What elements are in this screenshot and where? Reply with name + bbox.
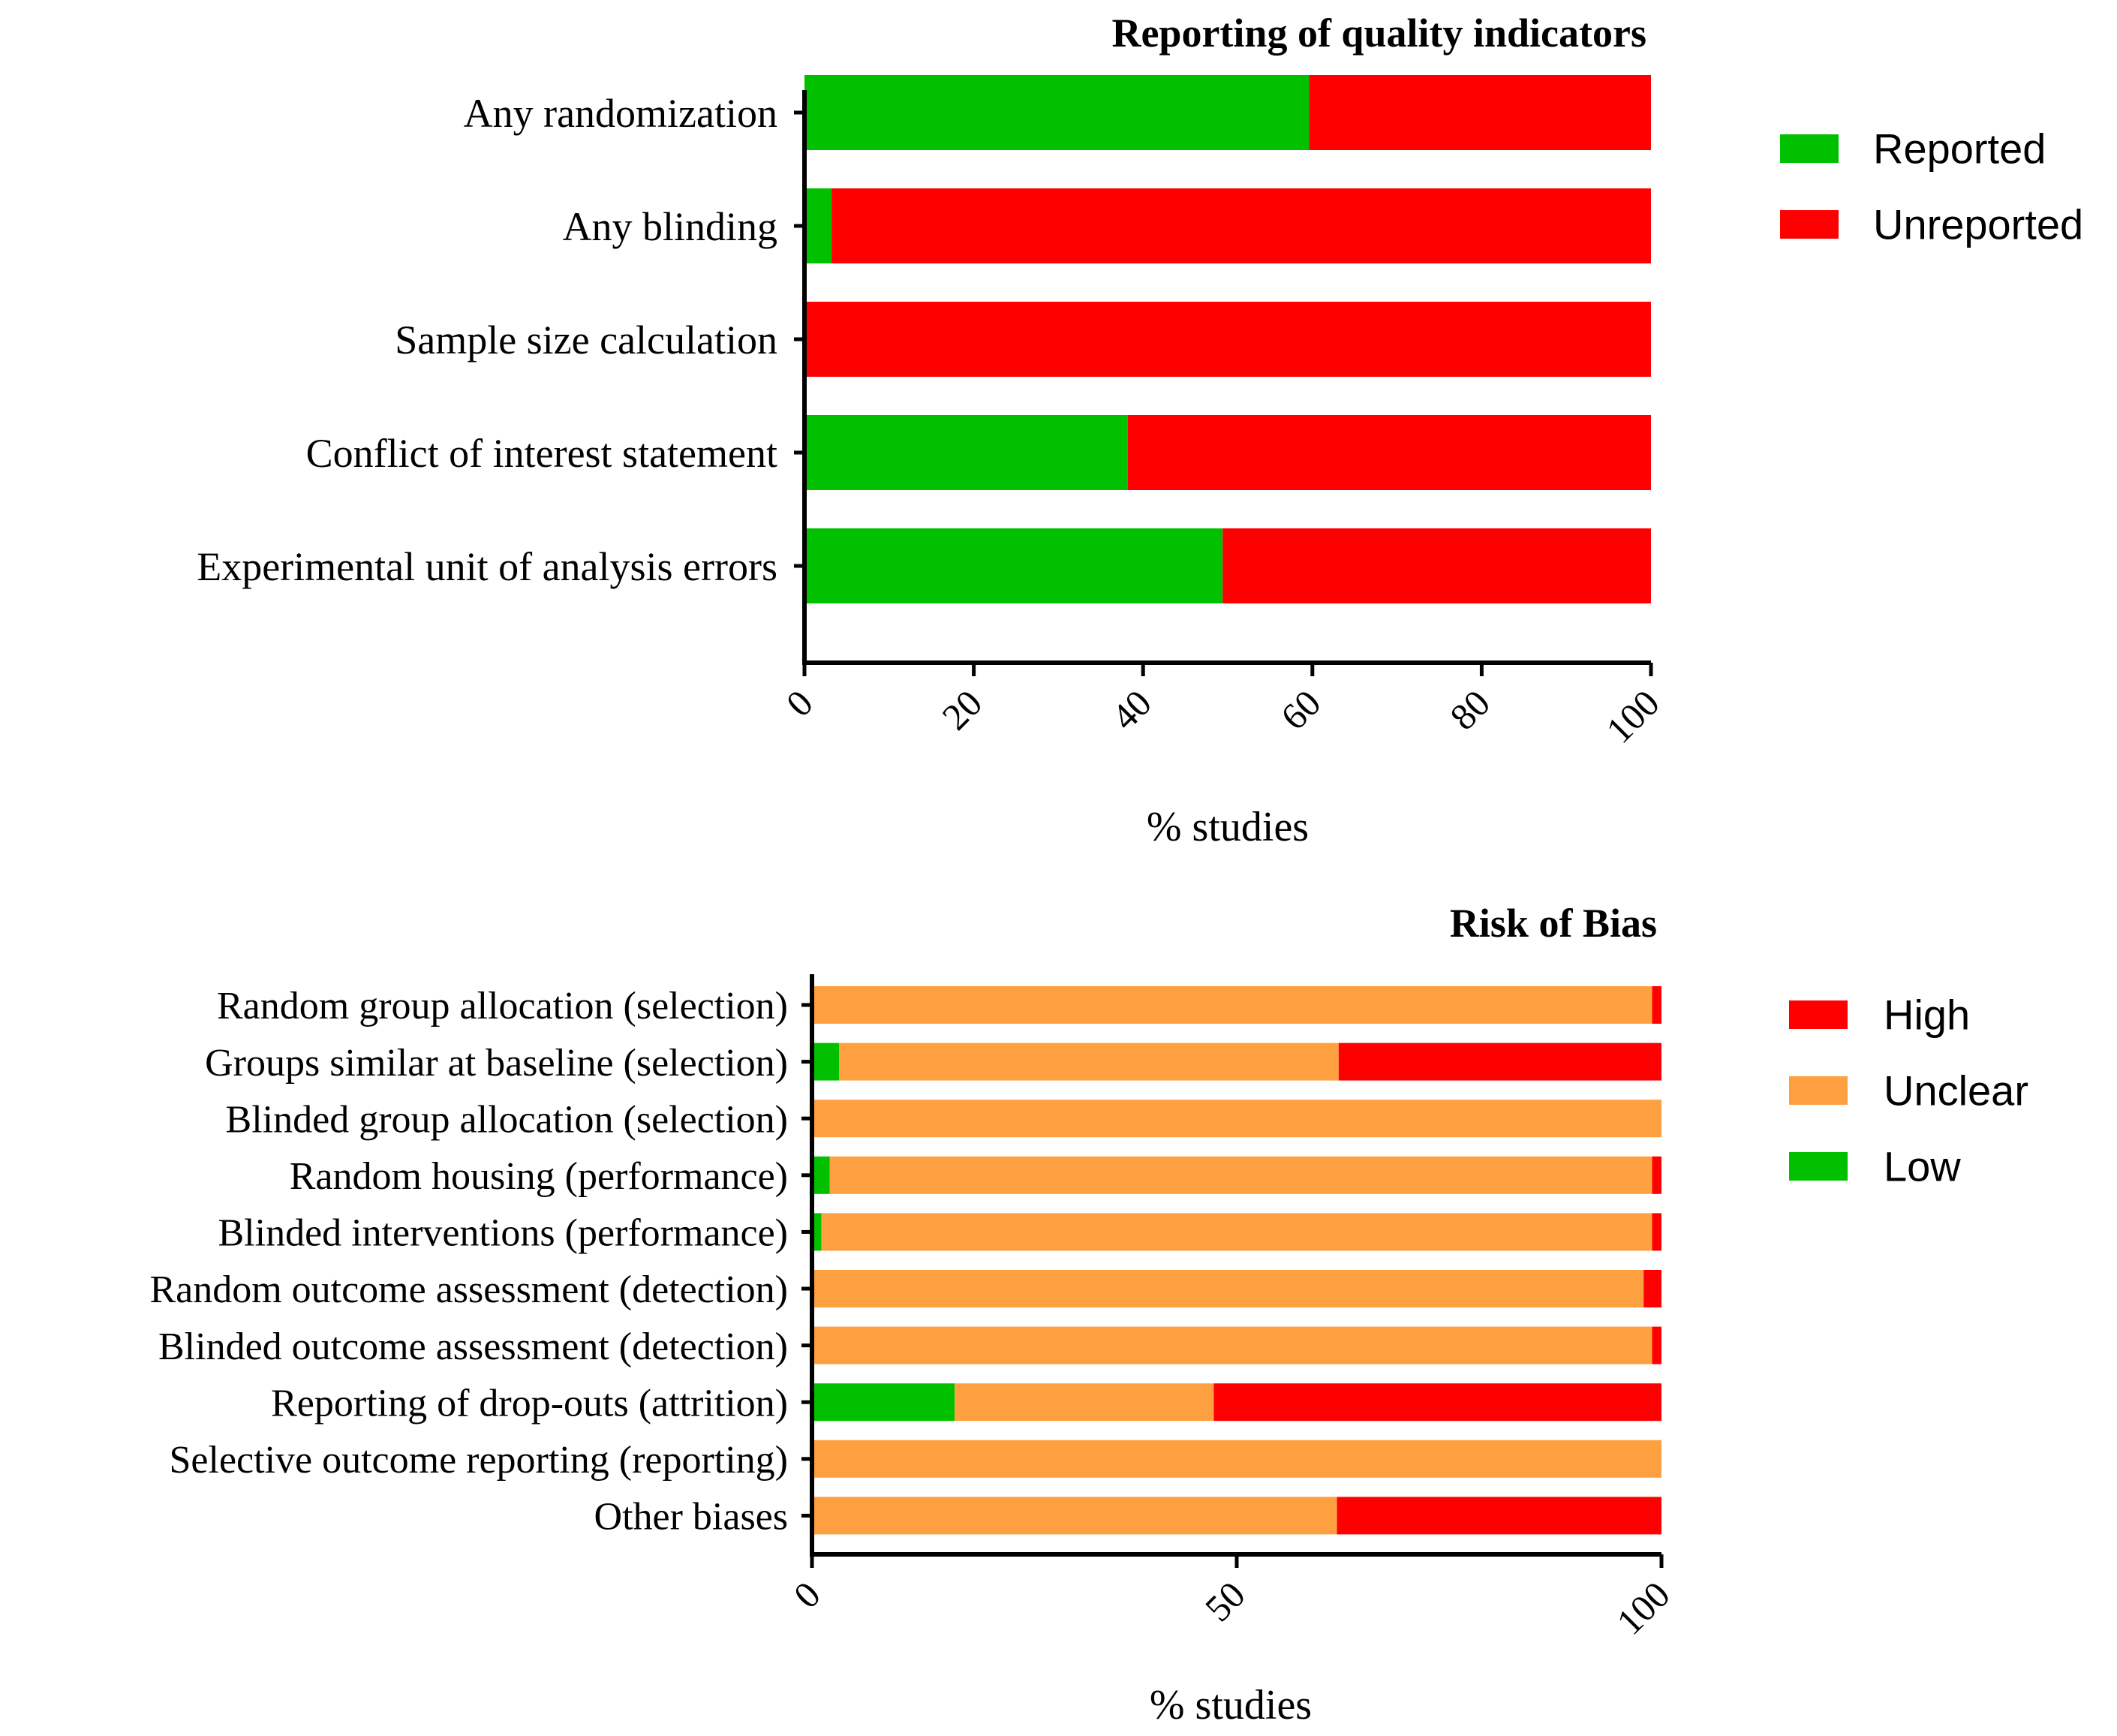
legend-swatch-reported	[1780, 134, 1839, 163]
legend-swatch-unreported	[1780, 210, 1839, 239]
legend-swatch-high	[1789, 1000, 1848, 1029]
chart2-title: Risk of Bias	[1450, 901, 1657, 946]
category-label-random-group-allocation-selection: Random group allocation (selection)	[217, 985, 788, 1027]
bar-reported-conflict-of-interest-statement	[804, 415, 1128, 490]
bar-unclear-blinded-group-allocation-selection	[812, 1100, 1661, 1138]
category-label-random-housing-performance: Random housing (performance)	[290, 1155, 788, 1198]
bar-unclear-groups-similar-at-baseline-selection	[839, 1043, 1339, 1081]
x-tick-label-40: 40	[1103, 681, 1159, 738]
bar-high-reporting-of-drop-outs-attrition	[1213, 1383, 1661, 1422]
bar-high-blinded-outcome-assessment-detection	[1652, 1326, 1661, 1364]
bar-unreported-sample-size-calculation	[804, 302, 1651, 377]
category-label-random-outcome-assessment-detection: Random outcome assessment (detection)	[149, 1268, 788, 1311]
chart1-bars	[804, 75, 1651, 603]
legend-swatch-low	[1789, 1152, 1848, 1181]
bar-low-groups-similar-at-baseline-selection	[812, 1043, 840, 1081]
bar-high-random-housing-performance	[1652, 1156, 1661, 1194]
bar-unclear-reporting-of-drop-outs-attrition	[955, 1383, 1214, 1422]
category-label-any-randomization: Any randomization	[464, 91, 777, 136]
category-label-groups-similar-at-baseline-selection: Groups similar at baseline (selection)	[205, 1042, 788, 1085]
bar-reported-any-blinding	[804, 188, 832, 263]
category-label-experimental-unit-of-analysis-errors: Experimental unit of analysis errors	[197, 544, 777, 589]
bar-high-groups-similar-at-baseline-selection	[1338, 1043, 1661, 1081]
bar-unclear-blinded-interventions-performance	[821, 1213, 1652, 1251]
x-tick-label-80: 80	[1442, 681, 1498, 738]
legend-label-unreported: Unreported	[1873, 201, 2083, 248]
bar-unreported-experimental-unit-of-analysis-errors	[1222, 528, 1651, 603]
x-tick-label-60: 60	[1273, 681, 1329, 738]
bar-high-random-group-allocation-selection	[1652, 986, 1661, 1024]
bar-reported-experimental-unit-of-analysis-errors	[804, 528, 1223, 603]
x-tick-label-0: 0	[778, 681, 821, 724]
bar-unclear-random-housing-performance	[829, 1156, 1652, 1194]
bar-high-random-outcome-assessment-detection	[1643, 1270, 1661, 1307]
bar-unclear-random-group-allocation-selection	[812, 986, 1652, 1024]
category-label-any-blinding: Any blinding	[562, 204, 777, 249]
chart1-title: Reporting of quality indicators	[1111, 11, 1646, 56]
category-label-reporting-of-drop-outs-attrition: Reporting of drop-outs (attrition)	[271, 1382, 788, 1425]
chart2-x-axis-label: % studies	[1150, 1682, 1312, 1728]
bar-unreported-any-blinding	[831, 188, 1651, 263]
bar-reported-any-randomization	[804, 75, 1310, 150]
bar-high-other-biases	[1337, 1497, 1661, 1535]
chart2-legend: High Unclear Low	[1789, 991, 2028, 1190]
bar-low-blinded-interventions-performance	[812, 1213, 822, 1251]
legend-label-unclear: Unclear	[1884, 1067, 2028, 1115]
category-label-blinded-outcome-assessment-detection: Blinded outcome assessment (detection)	[158, 1325, 788, 1368]
bar-unreported-conflict-of-interest-statement	[1127, 415, 1651, 490]
legend-swatch-unclear	[1789, 1076, 1848, 1105]
chart2-x-ticks: 0 50 100	[786, 1554, 1678, 1643]
bar-unclear-selective-outcome-reporting-reporting	[812, 1440, 1661, 1478]
bar-unreported-any-randomization	[1309, 75, 1651, 150]
chart-reporting-quality-indicators: Reporting of quality indicators Any rand…	[197, 11, 2083, 850]
chart1-x-ticks: 0 20 40 60 80 100	[778, 663, 1667, 751]
category-label-selective-outcome-reporting-reporting: Selective outcome reporting (reporting)	[170, 1439, 788, 1482]
category-label-sample-size-calculation: Sample size calculation	[395, 317, 777, 363]
x-tick-label-100: 100	[1608, 1573, 1678, 1643]
chart2-category-labels: Random group allocation (selection) Group…	[149, 985, 812, 1539]
x-tick-label-0: 0	[786, 1573, 828, 1616]
bar-low-reporting-of-drop-outs-attrition	[812, 1383, 955, 1422]
x-tick-label-20: 20	[934, 681, 990, 738]
bar-unclear-random-outcome-assessment-detection	[812, 1270, 1644, 1307]
chart2-bars	[812, 986, 1661, 1535]
chart1-legend: Reported Unreported	[1780, 125, 2083, 248]
category-label-other-biases: Other biases	[594, 1496, 788, 1539]
bar-unclear-other-biases	[812, 1497, 1337, 1535]
x-tick-label-100: 100	[1598, 681, 1667, 751]
legend-label-reported: Reported	[1873, 125, 2046, 173]
chart-risk-of-bias: Risk of Bias Random group allocation (se…	[149, 901, 2028, 1728]
bar-high-blinded-interventions-performance	[1652, 1213, 1661, 1251]
legend-label-low: Low	[1884, 1143, 1961, 1190]
category-label-blinded-interventions-performance: Blinded interventions (performance)	[218, 1212, 788, 1255]
chart1-category-labels: Any randomization Any blinding Sample size…	[197, 91, 804, 589]
legend-label-high: High	[1884, 991, 1970, 1039]
bar-low-random-housing-performance	[812, 1156, 830, 1194]
chart1-x-axis-label: % studies	[1147, 804, 1309, 850]
x-tick-label-50: 50	[1197, 1573, 1253, 1629]
category-label-blinded-group-allocation-selection: Blinded group allocation (selection)	[226, 1098, 788, 1141]
bar-unclear-blinded-outcome-assessment-detection	[812, 1326, 1652, 1364]
category-label-conflict-of-interest-statement: Conflict of interest statement	[306, 431, 777, 476]
